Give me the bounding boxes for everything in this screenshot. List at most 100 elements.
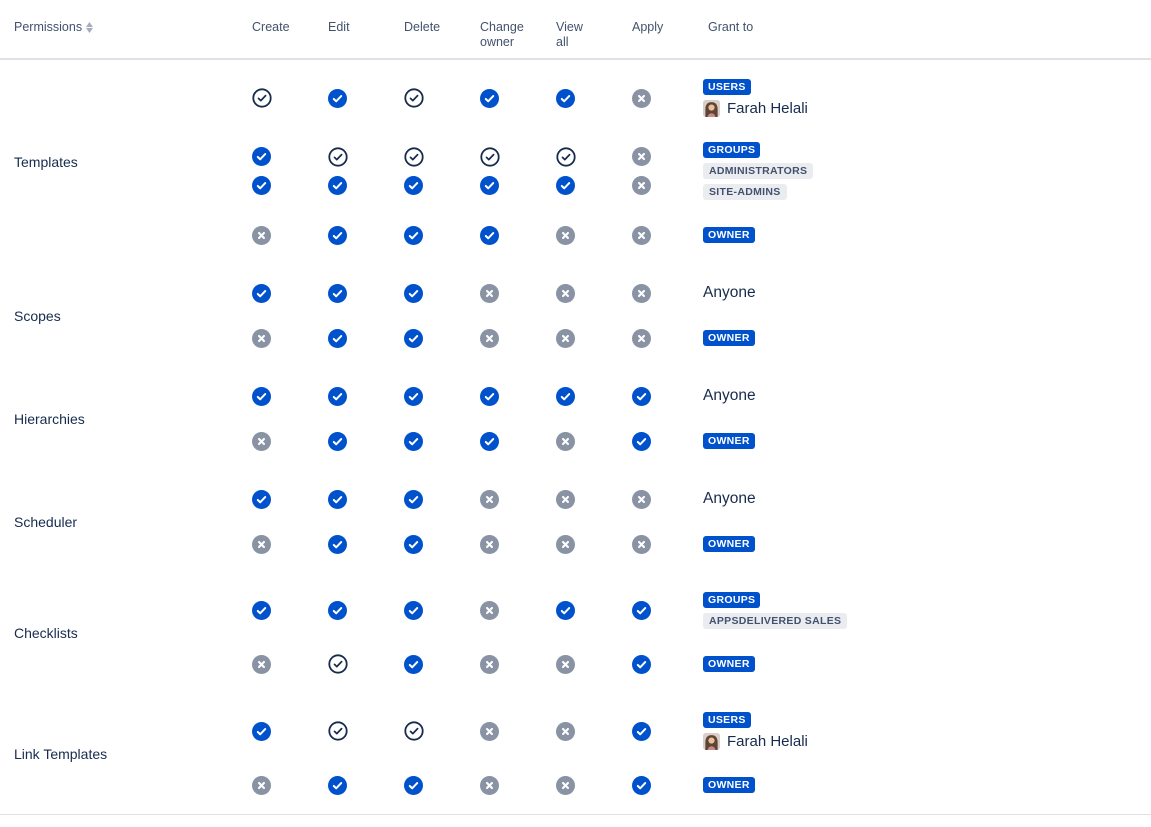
permission-toggle-cell[interactable] xyxy=(306,775,382,795)
permission-toggle-cell[interactable] xyxy=(534,225,610,245)
permission-toggle-cell[interactable] xyxy=(534,328,610,348)
permission-toggle-cell[interactable] xyxy=(610,721,686,741)
sort-icon[interactable] xyxy=(86,22,94,33)
permission-toggle-cell[interactable] xyxy=(382,601,458,621)
permission-toggle-cell[interactable] xyxy=(382,654,458,674)
permission-rules: GROUPS APPSDELIVERED SALES OWNER xyxy=(230,592,1151,674)
permission-toggle-cell[interactable] xyxy=(458,721,534,741)
permission-toggle-cell[interactable] xyxy=(610,601,686,621)
permission-toggle-cell[interactable] xyxy=(230,721,306,741)
permission-toggle-cell[interactable] xyxy=(534,283,610,303)
permission-toggle-cell[interactable] xyxy=(382,721,458,741)
grant-to-cell: OWNER xyxy=(686,777,1151,793)
permission-toggle-cell[interactable] xyxy=(382,489,458,509)
permission-toggle-cell[interactable] xyxy=(458,431,534,451)
permission-toggle-cell[interactable] xyxy=(306,386,382,406)
permission-toggle-cell[interactable] xyxy=(230,386,306,406)
permission-toggle-cell[interactable] xyxy=(610,283,686,303)
permission-toggle-cell[interactable] xyxy=(534,721,610,741)
permission-toggle-cell[interactable] xyxy=(230,489,306,509)
cross-circle-icon xyxy=(632,88,651,108)
permission-toggle-cell[interactable] xyxy=(306,176,382,196)
permission-toggle-cell[interactable] xyxy=(610,534,686,554)
permission-toggle-cell[interactable] xyxy=(230,88,306,108)
cross-circle-icon xyxy=(556,534,575,554)
permission-toggle-cell[interactable] xyxy=(382,225,458,245)
permission-toggle-cell[interactable] xyxy=(230,225,306,245)
grant-to-cell: GROUPS APPSDELIVERED SALES xyxy=(686,592,1151,629)
permission-toggle-cell[interactable] xyxy=(610,225,686,245)
permission-toggle-cell[interactable] xyxy=(306,283,382,303)
permission-toggle-cell[interactable] xyxy=(230,176,306,196)
permission-toggle-cell[interactable] xyxy=(458,601,534,621)
permission-toggle-cell[interactable] xyxy=(382,775,458,795)
permission-toggle-cell[interactable] xyxy=(534,176,610,196)
permission-toggle-cell[interactable] xyxy=(382,534,458,554)
permission-toggle-cell[interactable] xyxy=(534,601,610,621)
cross-circle-icon xyxy=(632,147,651,166)
permission-toggle-cell[interactable] xyxy=(458,283,534,303)
permission-toggle-cell[interactable] xyxy=(230,601,306,621)
permission-toggle-cell[interactable] xyxy=(306,225,382,245)
permission-toggle-cell[interactable] xyxy=(458,775,534,795)
permission-toggle-cell[interactable] xyxy=(230,775,306,795)
permission-toggle-cell[interactable] xyxy=(610,88,686,108)
permission-icon-row xyxy=(230,489,686,509)
permission-toggle-cell[interactable] xyxy=(306,431,382,451)
permission-toggle-cell[interactable] xyxy=(534,431,610,451)
permission-toggle-cell[interactable] xyxy=(382,283,458,303)
permission-toggle-cell[interactable] xyxy=(382,386,458,406)
permission-toggle-cell[interactable] xyxy=(534,88,610,108)
permission-toggle-cell[interactable] xyxy=(458,225,534,245)
permission-toggle-cell[interactable] xyxy=(230,147,306,167)
permission-toggle-cell[interactable] xyxy=(534,386,610,406)
permission-toggle-cell[interactable] xyxy=(610,176,686,196)
permission-toggle-cell[interactable] xyxy=(534,146,610,167)
permission-toggle-cell[interactable] xyxy=(458,176,534,196)
permission-toggle-cell[interactable] xyxy=(382,431,458,451)
permission-toggle-cell[interactable] xyxy=(610,147,686,167)
permission-toggle-cell[interactable] xyxy=(534,489,610,509)
check-circle-filled-icon xyxy=(328,489,347,509)
permission-toggle-cell[interactable] xyxy=(306,654,382,674)
permission-toggle-cell[interactable] xyxy=(534,654,610,674)
permission-toggle-cell[interactable] xyxy=(382,146,458,167)
owner-badge: OWNER xyxy=(703,536,755,552)
permission-toggle-cell[interactable] xyxy=(534,775,610,795)
permission-toggle-cell[interactable] xyxy=(610,775,686,795)
permission-toggle-cell[interactable] xyxy=(382,88,458,108)
permission-toggle-cell[interactable] xyxy=(610,386,686,406)
permission-toggle-cell[interactable] xyxy=(306,88,382,108)
permission-toggle-cell[interactable] xyxy=(230,654,306,674)
permission-toggle-cell[interactable] xyxy=(306,721,382,741)
permission-toggle-cell[interactable] xyxy=(458,328,534,348)
permission-toggle-cell[interactable] xyxy=(610,489,686,509)
column-header-change-owner: Change owner xyxy=(480,20,524,49)
permission-toggle-cell[interactable] xyxy=(382,176,458,196)
permission-toggle-cell[interactable] xyxy=(458,146,534,167)
permission-toggle-cell[interactable] xyxy=(306,146,382,167)
permission-toggle-cell[interactable] xyxy=(610,654,686,674)
permission-toggle-cell[interactable] xyxy=(458,88,534,108)
permission-toggle-cell[interactable] xyxy=(306,534,382,554)
permission-toggle-cell[interactable] xyxy=(458,489,534,509)
permission-toggle-cell[interactable] xyxy=(306,489,382,509)
permission-toggle-cell[interactable] xyxy=(306,328,382,348)
permission-block: Templates USERS Farah Helali xyxy=(0,60,1151,264)
permission-toggle-cell[interactable] xyxy=(230,431,306,451)
permission-toggle-cell[interactable] xyxy=(458,386,534,406)
column-header-permissions[interactable]: Permissions xyxy=(0,20,230,50)
permission-toggle-cell[interactable] xyxy=(230,534,306,554)
permission-toggle-cell[interactable] xyxy=(306,601,382,621)
permission-toggle-cell[interactable] xyxy=(610,431,686,451)
permission-toggle-cell[interactable] xyxy=(230,283,306,303)
permission-toggle-cell[interactable] xyxy=(610,328,686,348)
permission-toggle-cell[interactable] xyxy=(382,328,458,348)
permission-toggle-cell[interactable] xyxy=(534,534,610,554)
cross-circle-icon xyxy=(556,721,575,741)
permission-toggle-cell[interactable] xyxy=(458,534,534,554)
permission-toggle-cell[interactable] xyxy=(458,654,534,674)
permission-toggle-cell[interactable] xyxy=(230,328,306,348)
check-circle-filled-icon xyxy=(404,489,423,509)
